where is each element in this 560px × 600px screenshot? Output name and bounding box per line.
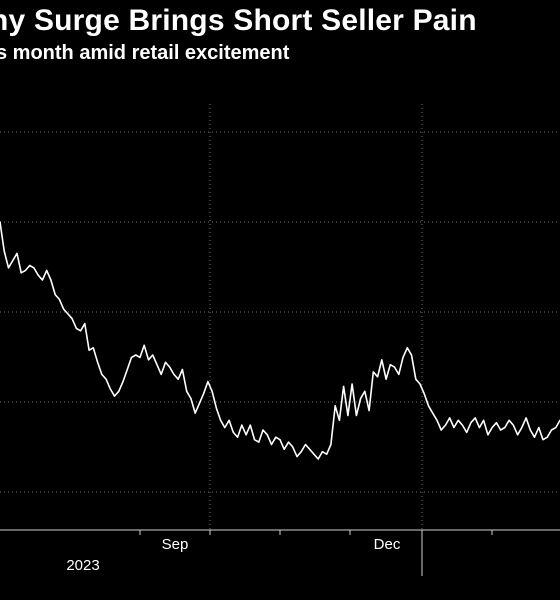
chart-subtitle: s month amid retail excitement (0, 42, 290, 64)
x-tick-label-dec: Dec (374, 536, 401, 553)
horizontal-gridlines (0, 131, 560, 493)
x-tick-label-sep: Sep (162, 536, 189, 553)
chart-title: ny Surge Brings Short Seller Pain (0, 4, 477, 37)
x-axis-ticks (139, 530, 493, 576)
vertical-gridlines (209, 104, 423, 530)
year-label-2023: 2023 (66, 557, 99, 574)
price-line (0, 221, 560, 460)
